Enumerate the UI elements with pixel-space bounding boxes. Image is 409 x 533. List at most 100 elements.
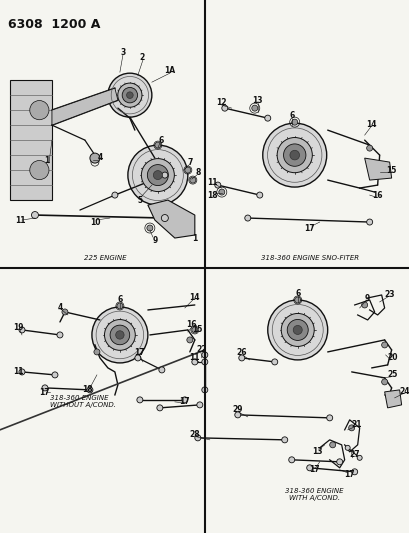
Circle shape [351, 469, 357, 475]
Text: 13: 13 [252, 95, 262, 104]
Circle shape [19, 369, 25, 375]
Text: 6: 6 [288, 111, 294, 119]
Circle shape [187, 337, 192, 343]
Circle shape [336, 459, 342, 465]
Polygon shape [148, 200, 194, 238]
Text: 1: 1 [192, 233, 197, 243]
Text: 11: 11 [13, 367, 23, 376]
Bar [10, 80, 52, 200]
Circle shape [287, 319, 308, 341]
Circle shape [31, 212, 38, 219]
Circle shape [87, 387, 93, 393]
Text: 7: 7 [187, 158, 192, 167]
Circle shape [283, 144, 305, 166]
Circle shape [191, 359, 197, 365]
Circle shape [19, 327, 25, 333]
Circle shape [146, 225, 153, 231]
Text: 14: 14 [189, 294, 200, 302]
Text: 5: 5 [137, 196, 142, 205]
Circle shape [251, 105, 257, 111]
Circle shape [194, 435, 200, 441]
Circle shape [30, 160, 49, 180]
Circle shape [196, 402, 202, 408]
Text: 25: 25 [387, 370, 397, 379]
Circle shape [30, 101, 49, 120]
Circle shape [271, 359, 277, 365]
Circle shape [306, 465, 312, 471]
Circle shape [108, 73, 151, 117]
Circle shape [244, 215, 250, 221]
Circle shape [162, 172, 167, 178]
Circle shape [201, 359, 207, 365]
Circle shape [281, 437, 287, 443]
Circle shape [92, 307, 148, 363]
Text: 22: 22 [196, 345, 207, 354]
Circle shape [201, 352, 207, 358]
Circle shape [158, 367, 164, 373]
Text: 2: 2 [139, 53, 144, 62]
Circle shape [153, 171, 162, 180]
Circle shape [281, 313, 313, 346]
Text: 27: 27 [348, 450, 359, 459]
Circle shape [264, 115, 270, 121]
Circle shape [329, 442, 335, 448]
Text: 20: 20 [387, 353, 397, 362]
Text: 26: 26 [236, 349, 247, 358]
Text: 318-360 ENGINE
WITHOUT A/COND.: 318-360 ENGINE WITHOUT A/COND. [50, 395, 116, 408]
Circle shape [214, 182, 220, 188]
Circle shape [135, 355, 141, 361]
Circle shape [288, 457, 294, 463]
Polygon shape [364, 158, 391, 180]
Text: 6308  1200 A: 6308 1200 A [8, 18, 100, 31]
Text: 9: 9 [152, 236, 157, 245]
Text: 17: 17 [134, 349, 145, 358]
Text: 21: 21 [351, 421, 361, 430]
Text: 225 ENGINE: 225 ENGINE [83, 255, 126, 261]
Circle shape [110, 325, 129, 345]
Circle shape [218, 189, 224, 195]
Circle shape [112, 192, 118, 198]
Circle shape [344, 446, 349, 450]
Text: 318-360 ENGINE
WITH A/COND.: 318-360 ENGINE WITH A/COND. [285, 488, 343, 502]
Circle shape [52, 372, 58, 378]
Circle shape [90, 153, 100, 163]
Polygon shape [52, 88, 118, 125]
Circle shape [141, 159, 174, 191]
Text: 18: 18 [207, 191, 218, 199]
Text: 13: 13 [312, 447, 322, 456]
Circle shape [291, 119, 297, 125]
Circle shape [137, 397, 142, 403]
Text: 29: 29 [232, 406, 243, 414]
Polygon shape [384, 390, 401, 408]
Text: 4: 4 [97, 152, 102, 161]
Circle shape [115, 331, 124, 339]
Text: 6: 6 [117, 295, 122, 304]
Circle shape [289, 150, 299, 160]
Text: 9: 9 [364, 294, 369, 303]
Circle shape [181, 397, 187, 403]
Text: 16: 16 [186, 320, 197, 329]
Text: 8: 8 [195, 167, 200, 176]
Text: 17: 17 [179, 398, 190, 406]
Circle shape [381, 342, 387, 348]
Text: 18: 18 [82, 385, 93, 394]
Circle shape [161, 215, 168, 222]
Circle shape [117, 303, 123, 309]
Circle shape [128, 145, 187, 205]
Circle shape [42, 385, 48, 391]
Circle shape [361, 302, 367, 308]
Text: 28: 28 [189, 430, 200, 439]
Text: 1: 1 [44, 156, 49, 165]
Text: 23: 23 [384, 290, 394, 300]
Circle shape [62, 309, 68, 315]
Text: 11: 11 [207, 177, 218, 187]
Circle shape [326, 415, 332, 421]
Text: 1A: 1A [164, 66, 175, 75]
Circle shape [155, 142, 160, 148]
Circle shape [221, 105, 227, 111]
Circle shape [157, 405, 162, 411]
Circle shape [381, 379, 387, 385]
Text: 12: 12 [216, 98, 227, 107]
Circle shape [292, 326, 301, 334]
Text: 4: 4 [57, 303, 63, 312]
